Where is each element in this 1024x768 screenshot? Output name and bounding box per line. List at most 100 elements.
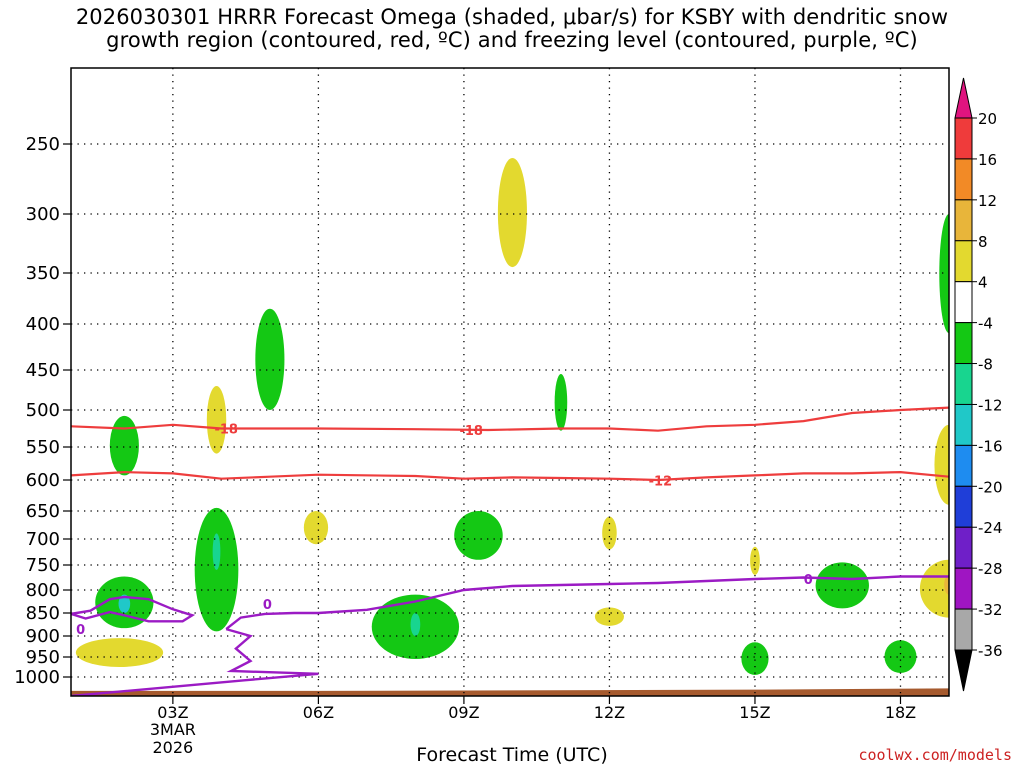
colorbar-bin-7	[954, 403, 973, 446]
colorbar-label-10: -24	[978, 519, 1003, 537]
colorbar-bin-8	[954, 444, 973, 487]
omega-shade-20	[750, 546, 760, 576]
omega-shade-4	[212, 533, 221, 570]
omega-shade-21	[934, 424, 949, 505]
colorbar-bin-0	[954, 117, 973, 160]
y-tick-label-600: 600	[26, 470, 60, 491]
omega-shading-layer	[75, 158, 949, 676]
freezing-label-2: 0	[804, 573, 813, 588]
y-tick-label-950: 950	[26, 647, 60, 668]
colorbar-bin-1	[954, 158, 973, 201]
omega-shade-9	[554, 374, 568, 431]
x-tick-label-09Z: 09Z	[448, 703, 479, 722]
freezing-label-0: 0	[76, 623, 85, 638]
omega-shade-7	[410, 613, 421, 636]
y-tick-label-500: 500	[26, 400, 60, 421]
y-tick-label-450: 450	[26, 360, 60, 381]
plot-frame	[70, 67, 950, 697]
y-tick-label-400: 400	[26, 314, 60, 335]
chart-title-line1: 2026030301 HRRR Forecast Omega (shaded, …	[75, 5, 949, 29]
colorbar-label-1: 16	[978, 151, 997, 169]
colorbar-label-2: 12	[978, 192, 997, 210]
omega-shade-8	[454, 511, 503, 560]
y-tick-label-800: 800	[26, 580, 60, 601]
colorbar-label-12: -32	[978, 601, 1003, 619]
omega-shade-19	[594, 607, 624, 626]
contour-label--18-0: -18	[214, 423, 238, 438]
freezing-label-1: 0	[263, 598, 272, 613]
colorbar-label-8: -16	[978, 437, 1003, 455]
chart-title: 2026030301 HRRR Forecast Omega (shaded, …	[0, 6, 1024, 52]
dendritic-contour--12	[71, 470, 949, 482]
omega-shade-18	[602, 516, 617, 550]
x-tick-label-03Z: 03Z	[157, 703, 188, 722]
y-tick-label-300: 300	[26, 204, 60, 225]
omega-shade-16	[303, 510, 329, 545]
y-tick-label-350: 350	[26, 263, 60, 284]
y-tick-label-900: 900	[26, 626, 60, 647]
omega-shade-2	[118, 594, 131, 613]
colorbar: 20 16 12 8 4 -4 -8 -12 -16 -20 -24 -28 -32 -36	[954, 77, 1003, 692]
y-tick-label-1000: 1000	[14, 667, 60, 688]
colorbar-label-13: -36	[978, 642, 1003, 660]
omega-shade-23	[944, 575, 949, 595]
chart-title-line2: growth region (contoured, red, ºC) and f…	[106, 28, 918, 52]
dendritic-contour--18	[71, 406, 949, 432]
colorbar-label-3: 8	[978, 233, 988, 251]
y-tick-label-250: 250	[26, 134, 60, 155]
x-tick-label-12Z: 12Z	[594, 703, 625, 722]
colorbar-bin-3	[954, 240, 973, 283]
site-credit: coolwx.com/models	[858, 746, 1012, 764]
omega-shade-12	[815, 562, 869, 609]
x-tick-label-15Z: 15Z	[739, 703, 770, 722]
contour-label--18-1: -18	[459, 424, 483, 439]
x-axis-label: Forecast Time (UTC)	[416, 744, 608, 766]
x-tick-date-year: 2026	[153, 738, 194, 757]
omega-shade-14	[75, 638, 164, 667]
omega-shade-17	[497, 158, 527, 268]
y-tick-label-700: 700	[26, 529, 60, 550]
colorbar-bin-2	[954, 199, 973, 242]
colorbar-bin-11	[954, 567, 973, 610]
y-axis: 2503003504004505005506006507007508008509…	[14, 134, 71, 688]
omega-shade-22	[919, 559, 949, 618]
grid-layer	[71, 68, 949, 696]
omega-shade-15	[206, 386, 227, 454]
colorbar-bin-9	[954, 485, 973, 528]
freezing-level-contour-2	[71, 627, 319, 696]
y-tick-label-650: 650	[26, 501, 60, 522]
colorbar-bin-6	[954, 363, 973, 405]
colorbar-label-0: 20	[978, 110, 997, 128]
x-tick-label-18Z: 18Z	[885, 703, 916, 722]
contour-label--12-0: -12	[649, 475, 673, 490]
x-tick-date-month: 3MAR	[150, 720, 196, 739]
freezing-level-contour-0	[71, 595, 196, 623]
colorbar-label-9: -20	[978, 478, 1003, 496]
omega-shade-0	[109, 415, 139, 476]
contour-layer: -18 -18 -12 0 0 0	[71, 406, 949, 696]
colorbar-bin-10	[954, 526, 973, 569]
colorbar-label-5: -4	[978, 315, 993, 333]
y-tick-label-550: 550	[26, 437, 60, 458]
colorbar-label-4: 4	[978, 274, 988, 292]
colorbar-bin-5	[954, 322, 973, 365]
omega-shade-13	[939, 214, 949, 334]
colorbar-bottom-arrow	[954, 649, 973, 692]
colorbar-label-11: -28	[978, 560, 1003, 578]
omega-shade-10	[741, 642, 769, 676]
omega-shade-11	[884, 640, 917, 673]
colorbar-bin-12	[954, 608, 973, 651]
colorbar-top-arrow	[954, 77, 973, 119]
y-tick-label-850: 850	[26, 603, 60, 624]
terrain-band	[71, 688, 949, 696]
omega-shade-5	[255, 308, 285, 410]
terrain-layer	[71, 688, 949, 696]
colorbar-label-6: -8	[978, 356, 993, 374]
y-tick-label-750: 750	[26, 555, 60, 576]
colorbar-bin-4	[954, 281, 973, 324]
x-tick-label-06Z: 06Z	[303, 703, 334, 722]
colorbar-label-7: -12	[978, 396, 1003, 414]
freezing-level-contour-1	[225, 575, 949, 631]
